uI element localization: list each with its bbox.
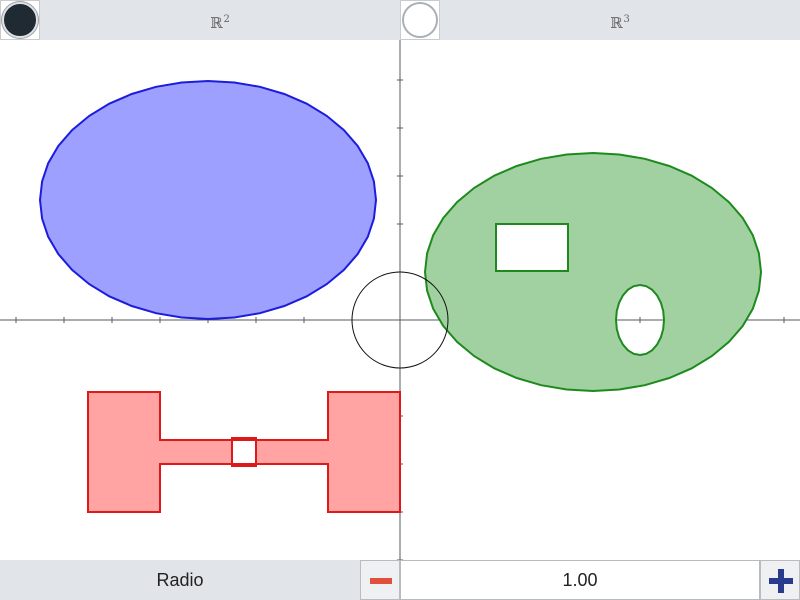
radio-dot-icon (402, 2, 438, 38)
tab-r2[interactable]: ℝ2 (40, 0, 400, 40)
tab-r2-superscript: 2 (223, 14, 230, 25)
radius-circle[interactable] (351, 271, 449, 369)
radio-dot-icon (2, 2, 38, 38)
tab-r3[interactable]: ℝ3 (440, 0, 800, 40)
decrement-button[interactable] (360, 560, 400, 600)
tab-r3-label: ℝ (610, 14, 623, 32)
parameter-value-field[interactable]: 1.00 (400, 560, 760, 600)
blue-ellipse-region[interactable] (38, 79, 378, 321)
tab-r2-label: ℝ (210, 14, 223, 32)
green-ellipse-region[interactable] (423, 151, 763, 393)
parameter-label: Radio (156, 570, 204, 590)
r2-view-toggle[interactable] (0, 0, 40, 40)
parameter-bar: Radio 1.00 (0, 560, 800, 600)
tab-r3-superscript: 3 (623, 14, 630, 25)
view-tab-bar: ℝ2 ℝ3 (0, 0, 800, 40)
r3-view-toggle[interactable] (400, 0, 440, 40)
increment-button[interactable] (760, 560, 800, 600)
red-dumbbell-region[interactable] (87, 391, 401, 513)
minus-icon (370, 578, 392, 584)
graphics-canvas[interactable] (0, 40, 800, 560)
